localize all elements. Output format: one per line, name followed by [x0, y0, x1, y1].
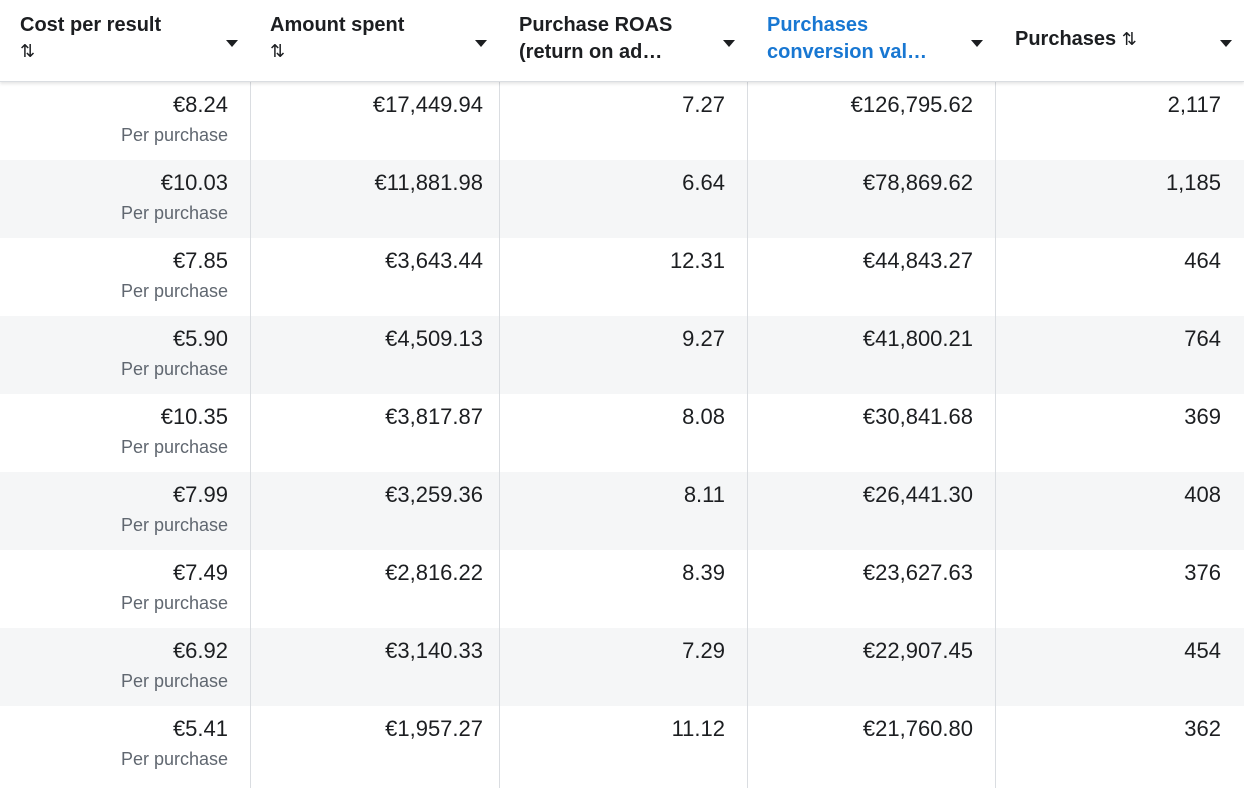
- amount-spent-cell: €3,259.36: [385, 482, 483, 507]
- purchase-roas-cell: 8.11: [683, 482, 725, 507]
- amount-spent-cell: €17,449.94: [372, 92, 483, 117]
- table-row[interactable]: €6.92 Per purchase €3,140.33 7.29 €22,907…: [0, 628, 1244, 706]
- column-header-label-line2: conversion val…: [767, 41, 928, 63]
- table-row[interactable]: €10.03 Per purchase €11,881.98 6.64 €78,8…: [0, 160, 1244, 238]
- caret-down-icon[interactable]: [1220, 40, 1232, 47]
- conversion-value-cell: €30,841.68: [862, 404, 973, 429]
- sort-up-down-icon[interactable]: ⇅: [1121, 29, 1137, 49]
- conversion-value-cell: €126,795.62: [850, 92, 973, 117]
- column-header-purchase-roas[interactable]: Purchase ROAS (return on ad…: [499, 0, 747, 81]
- amount-spent-cell: €11,881.98: [374, 170, 483, 195]
- purchase-roas-cell: 6.64: [682, 170, 725, 195]
- cost-per-result-value: €6.92: [172, 638, 228, 663]
- purchases-cell: 2,117: [1167, 92, 1221, 117]
- table-row[interactable]: €10.35 Per purchase €3,817.87 8.08 €30,84…: [0, 394, 1244, 472]
- column-header-cost-per-result[interactable]: Cost per result ⇅: [0, 0, 250, 81]
- table-row[interactable]: €7.99 Per purchase €3,259.36 8.11 €26,441…: [0, 472, 1244, 550]
- amount-spent-cell: €3,140.33: [385, 638, 483, 663]
- caret-down-icon[interactable]: [723, 40, 735, 47]
- column-header-label-wrap: Purchases ⇅: [1015, 26, 1244, 53]
- purchase-roas-cell: 7.27: [682, 92, 725, 117]
- table-row[interactable]: €7.85 Per purchase €3,643.44 12.31 €44,84…: [0, 238, 1244, 316]
- table-body: €8.24 Per purchase €17,449.94 7.27 €126,7…: [0, 82, 1244, 784]
- column-header-label: Purchase ROAS (return on ad…: [519, 12, 747, 66]
- result-type-label: Per purchase: [120, 437, 228, 457]
- cost-per-result-cell: €8.24 Per purchase: [0, 82, 250, 160]
- column-header-purchases-conversion-value[interactable]: Purchases conversion val…: [747, 0, 995, 81]
- column-header-amount-spent[interactable]: Amount spent ⇅: [250, 0, 499, 81]
- purchases-cell: 454: [1184, 638, 1221, 663]
- result-type-label: Per purchase: [120, 749, 228, 769]
- column-header-label-line1: Purchases: [767, 14, 869, 36]
- purchases-cell: 764: [1184, 326, 1221, 351]
- column-header-label: Purchases conversion val…: [767, 12, 995, 66]
- column-header-label: Purchases: [1015, 28, 1117, 50]
- sort-up-down-icon[interactable]: ⇅: [270, 41, 286, 61]
- column-header-label: Cost per result: [20, 14, 162, 36]
- cost-per-result-value: €7.99: [172, 482, 228, 507]
- sort-up-down-icon[interactable]: ⇅: [20, 41, 36, 61]
- purchase-roas-cell: 8.39: [682, 560, 725, 585]
- cost-per-result-cell: €7.85 Per purchase: [0, 238, 250, 316]
- column-header-label-line1: Purchase ROAS: [519, 14, 673, 36]
- purchase-roas-cell: 9.27: [682, 326, 725, 351]
- purchases-cell: 464: [1184, 248, 1221, 273]
- purchases-cell: 369: [1184, 404, 1221, 429]
- amount-spent-cell: €3,643.44: [385, 248, 483, 273]
- conversion-value-cell: €22,907.45: [862, 638, 973, 663]
- result-type-label: Per purchase: [120, 203, 228, 223]
- table-row[interactable]: €5.90 Per purchase €4,509.13 9.27 €41,800…: [0, 316, 1244, 394]
- table-row[interactable]: €5.41 Per purchase €1,957.27 11.12 €21,76…: [0, 706, 1244, 784]
- caret-down-icon[interactable]: [226, 40, 238, 47]
- cost-per-result-cell: €10.35 Per purchase: [0, 394, 250, 472]
- result-type-label: Per purchase: [120, 359, 228, 379]
- column-header-label: Amount spent: [270, 14, 405, 36]
- purchases-cell: 1,185: [1165, 170, 1221, 195]
- cost-per-result-cell: €5.41 Per purchase: [0, 706, 250, 784]
- table-row[interactable]: €8.24 Per purchase €17,449.94 7.27 €126,7…: [0, 82, 1244, 160]
- purchase-roas-cell: 7.29: [682, 638, 725, 663]
- purchases-cell: 376: [1184, 560, 1221, 585]
- conversion-value-cell: €23,627.63: [862, 560, 973, 585]
- conversion-value-cell: €26,441.30: [862, 482, 973, 507]
- cost-per-result-cell: €7.99 Per purchase: [0, 472, 250, 550]
- cost-per-result-cell: €7.49 Per purchase: [0, 550, 250, 628]
- table-header: Cost per result ⇅ Amount spent ⇅ Purchas…: [0, 0, 1244, 82]
- purchases-cell: 362: [1184, 716, 1221, 741]
- purchase-roas-cell: 12.31: [669, 248, 725, 273]
- amount-spent-cell: €2,816.22: [385, 560, 483, 585]
- cost-per-result-value: €7.85: [172, 248, 228, 273]
- conversion-value-cell: €44,843.27: [862, 248, 973, 273]
- conversion-value-cell: €78,869.62: [862, 170, 973, 195]
- purchase-roas-cell: 8.08: [682, 404, 725, 429]
- table-row[interactable]: €7.49 Per purchase €2,816.22 8.39 €23,627…: [0, 550, 1244, 628]
- amount-spent-cell: €3,817.87: [385, 404, 483, 429]
- result-type-label: Per purchase: [120, 593, 228, 613]
- purchases-cell: 408: [1184, 482, 1221, 507]
- cost-per-result-cell: €5.90 Per purchase: [0, 316, 250, 394]
- cost-per-result-value: €10.35: [160, 404, 228, 429]
- caret-down-icon[interactable]: [971, 40, 983, 47]
- result-type-label: Per purchase: [120, 281, 228, 301]
- conversion-value-cell: €21,760.80: [862, 716, 973, 741]
- cost-per-result-value: €8.24: [172, 92, 228, 117]
- cost-per-result-value: €5.90: [172, 326, 228, 351]
- result-type-label: Per purchase: [120, 125, 228, 145]
- purchase-roas-cell: 11.12: [671, 716, 725, 741]
- cost-per-result-value: €5.41: [172, 716, 228, 741]
- cost-per-result-value: €7.49: [172, 560, 228, 585]
- caret-down-icon[interactable]: [475, 40, 487, 47]
- column-header-purchases[interactable]: Purchases ⇅: [995, 0, 1244, 81]
- cost-per-result-value: €10.03: [160, 170, 228, 195]
- amount-spent-cell: €1,957.27: [385, 716, 483, 741]
- amount-spent-cell: €4,509.13: [385, 326, 483, 351]
- result-type-label: Per purchase: [120, 515, 228, 535]
- result-type-label: Per purchase: [120, 671, 228, 691]
- column-header-label-line2: (return on ad…: [519, 41, 663, 63]
- cost-per-result-cell: €6.92 Per purchase: [0, 628, 250, 706]
- cost-per-result-cell: €10.03 Per purchase: [0, 160, 250, 238]
- conversion-value-cell: €41,800.21: [862, 326, 973, 351]
